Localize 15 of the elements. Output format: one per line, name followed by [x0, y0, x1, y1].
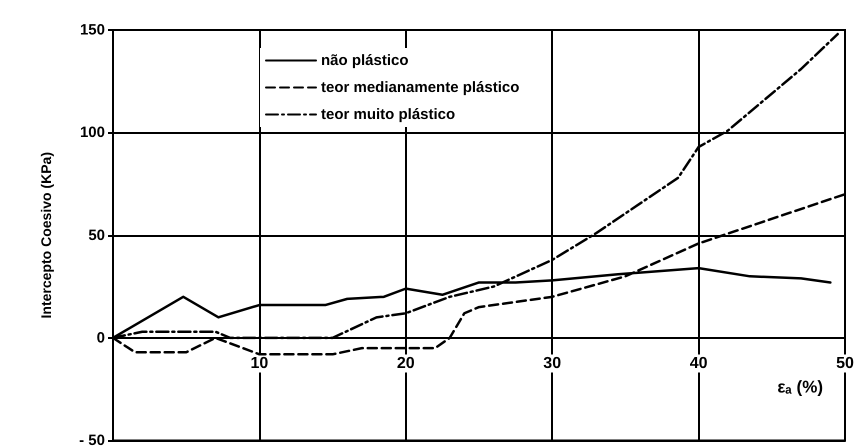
x-tick-label: 40: [690, 355, 708, 372]
x-tick-label: 10: [250, 355, 268, 372]
y-tick-label: 50: [88, 226, 105, 244]
legend-label: teor medianamente plástico: [321, 79, 520, 96]
y-tick-label: - 50: [79, 432, 105, 448]
x-tick-label: 50: [836, 355, 854, 372]
legend-label: teor muito plástico: [321, 106, 456, 123]
y-tick-label: 150: [80, 22, 105, 38]
x-axis-title: εₐ (%): [777, 378, 824, 396]
y-tick-label: 100: [80, 124, 105, 142]
y-tick-label: 0: [96, 329, 105, 346]
x-tick-label: 30: [543, 355, 562, 372]
y-axis-title: Intercepto Coesivo (KPa): [38, 152, 54, 318]
legend-label: não plástico: [321, 52, 409, 69]
x-tick-label: 20: [396, 355, 415, 372]
